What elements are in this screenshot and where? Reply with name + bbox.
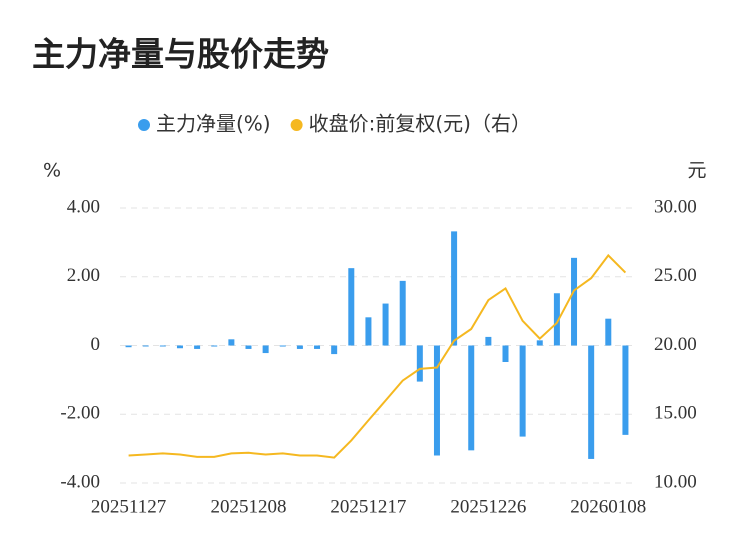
bar — [245, 345, 252, 349]
bar — [451, 231, 458, 346]
bar — [194, 345, 201, 349]
y2-tick-label: 30.00 — [654, 196, 697, 217]
bar — [605, 318, 612, 346]
x-tick-label: 20260108 — [570, 496, 646, 517]
y-tick-label: -4.00 — [60, 471, 100, 492]
y2-unit: 元 — [687, 160, 706, 182]
y2-tick-label: 10.00 — [654, 471, 697, 492]
bar — [125, 345, 132, 348]
legend-label: 收盘价:前复权(元)（右） — [309, 112, 531, 136]
legend-label: 主力净量(%) — [156, 112, 271, 136]
bar — [399, 280, 406, 346]
bar — [571, 257, 578, 346]
legend-marker — [290, 119, 303, 131]
x-tick-label: 20251226 — [450, 496, 526, 517]
bar — [314, 345, 321, 349]
bar — [468, 345, 475, 451]
y-tick-label: 4.00 — [67, 196, 100, 217]
x-tick-label: 20251127 — [91, 496, 166, 517]
bar — [211, 345, 218, 347]
chart-title: 主力净量与股价走势 — [32, 35, 329, 74]
y-tick-label: 0 — [91, 334, 101, 355]
y-tick-label: -2.00 — [60, 403, 100, 424]
bar — [279, 345, 286, 347]
line — [128, 253, 627, 459]
y2-tick-label: 20.00 — [654, 334, 697, 355]
bar — [262, 345, 269, 354]
y-unit: % — [43, 160, 61, 182]
legend-marker — [138, 119, 150, 131]
bar — [159, 345, 166, 347]
bar — [502, 345, 509, 362]
bar — [433, 345, 440, 456]
bar — [622, 345, 629, 435]
y2-tick-label: 15.00 — [654, 403, 697, 424]
x-tick-label: 20251208 — [211, 496, 287, 517]
bar — [553, 293, 560, 346]
bar — [176, 345, 183, 349]
bar — [296, 345, 303, 349]
bar — [142, 345, 149, 347]
bar — [485, 336, 492, 346]
bar — [382, 303, 389, 346]
bar — [536, 340, 543, 346]
bar — [588, 345, 595, 459]
bar — [348, 268, 355, 346]
x-tick-label: 20251217 — [330, 496, 406, 517]
bar — [331, 345, 338, 355]
y2-tick-label: 25.00 — [654, 265, 697, 286]
bar — [365, 317, 372, 346]
bar — [228, 339, 235, 346]
bar — [416, 345, 423, 382]
y-tick-label: 2.00 — [67, 265, 100, 286]
bar — [519, 345, 526, 437]
